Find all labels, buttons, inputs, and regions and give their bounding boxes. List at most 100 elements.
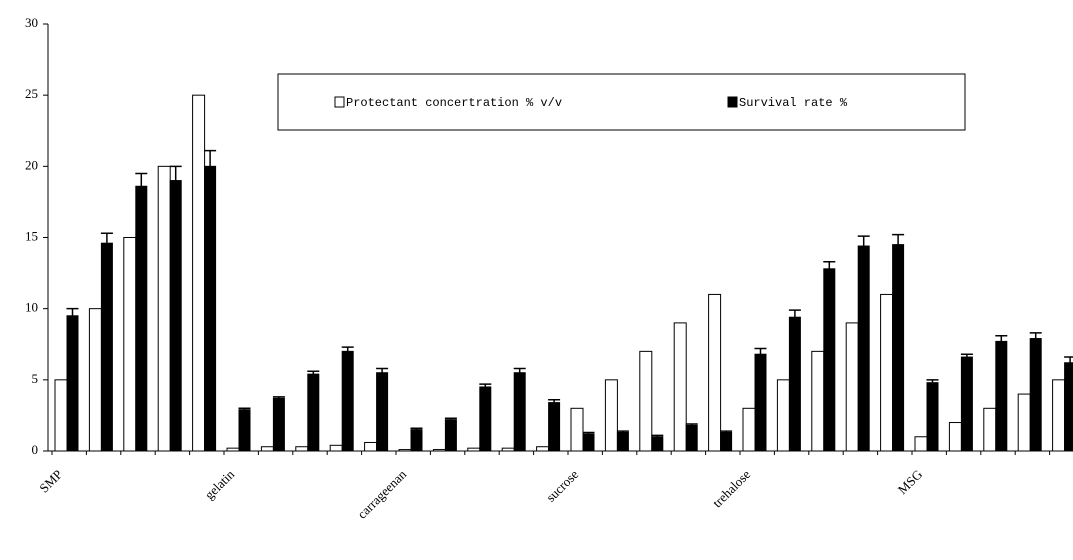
bar xyxy=(192,94,206,452)
bar xyxy=(410,429,423,452)
error-bar xyxy=(582,431,595,434)
legend-swatch xyxy=(334,96,345,108)
bar xyxy=(685,424,698,452)
error-bar xyxy=(823,260,836,269)
bar xyxy=(582,433,595,452)
legend-box xyxy=(277,73,966,131)
bar xyxy=(307,373,320,452)
bar xyxy=(995,340,1008,452)
bar xyxy=(272,397,285,452)
bar xyxy=(570,407,584,452)
x-tick-label: sucrose xyxy=(543,466,581,504)
bar xyxy=(123,237,137,452)
x-tick-label: gelatin xyxy=(202,466,238,502)
y-tick-label: 10 xyxy=(25,300,38,315)
bar xyxy=(513,372,526,452)
bar xyxy=(673,322,687,452)
error-bar xyxy=(960,353,973,358)
bar xyxy=(501,447,515,452)
bar xyxy=(616,431,629,452)
error-bar xyxy=(100,232,113,244)
error-bar xyxy=(169,165,182,181)
bar xyxy=(811,350,825,452)
error-bar xyxy=(135,172,148,187)
bar xyxy=(983,407,997,452)
bar xyxy=(54,379,68,452)
bar xyxy=(548,402,561,452)
bar xyxy=(776,379,790,452)
error-bar xyxy=(548,399,561,403)
bar xyxy=(226,447,240,452)
bar xyxy=(651,436,664,452)
x-tick-label: trehalose xyxy=(709,466,753,510)
bar xyxy=(260,446,274,452)
bar xyxy=(948,422,962,452)
x-tick-label: SMP xyxy=(36,467,65,496)
legend-swatch xyxy=(727,96,738,108)
bar xyxy=(341,350,354,452)
error-bar xyxy=(892,233,905,245)
error-bar xyxy=(376,367,389,373)
bar xyxy=(926,382,939,452)
bar xyxy=(100,242,113,452)
y-tick-label: 25 xyxy=(25,86,38,101)
bar xyxy=(754,353,767,452)
error-bar xyxy=(341,346,354,352)
bar xyxy=(398,449,412,452)
legend-label: Protectant concertration % v/v xyxy=(346,96,562,110)
bar xyxy=(788,316,801,452)
y-tick-label: 0 xyxy=(32,442,39,457)
bar xyxy=(204,165,217,452)
bar xyxy=(432,449,446,452)
bar xyxy=(169,180,182,452)
error-bar xyxy=(1029,332,1042,339)
error-bar xyxy=(995,334,1008,342)
bar xyxy=(1064,362,1073,452)
bar xyxy=(364,441,378,452)
y-tick-label: 20 xyxy=(25,157,38,172)
error-bar xyxy=(651,434,664,437)
error-bar xyxy=(513,367,526,373)
bar xyxy=(444,419,457,452)
bar xyxy=(845,322,859,452)
error-bar xyxy=(66,307,79,316)
error-bar xyxy=(204,149,217,167)
bar xyxy=(536,446,550,452)
error-bar xyxy=(272,396,285,399)
bar xyxy=(295,446,309,452)
bar xyxy=(857,245,870,452)
bar xyxy=(1052,379,1066,452)
x-tick-label: carrageenan xyxy=(354,466,409,521)
y-tick-label: 15 xyxy=(25,228,38,243)
legend-label: Survival rate % xyxy=(739,96,848,110)
bar xyxy=(157,165,171,452)
error-bar xyxy=(926,379,939,383)
bar xyxy=(708,293,722,452)
bar xyxy=(742,407,756,452)
error-bar xyxy=(754,347,767,355)
bar xyxy=(1017,393,1031,452)
error-bar xyxy=(1064,356,1073,363)
bar xyxy=(467,447,481,452)
bar xyxy=(823,268,836,452)
error-bar xyxy=(616,430,629,433)
bar xyxy=(66,315,79,452)
bar xyxy=(1029,338,1042,452)
bar xyxy=(329,444,343,452)
bar xyxy=(914,436,928,452)
bar xyxy=(880,293,894,452)
bar xyxy=(376,372,389,452)
y-tick-label: 30 xyxy=(25,15,38,30)
error-bar xyxy=(479,383,492,387)
error-bar xyxy=(788,309,801,318)
bar xyxy=(238,409,251,452)
y-tick-label: 5 xyxy=(32,371,39,386)
error-bar xyxy=(410,427,423,430)
bar xyxy=(639,350,653,452)
bar xyxy=(892,244,905,452)
x-tick-label: MSG xyxy=(895,467,926,498)
bar xyxy=(88,308,102,452)
error-bar xyxy=(238,407,251,410)
error-bar xyxy=(857,235,870,247)
